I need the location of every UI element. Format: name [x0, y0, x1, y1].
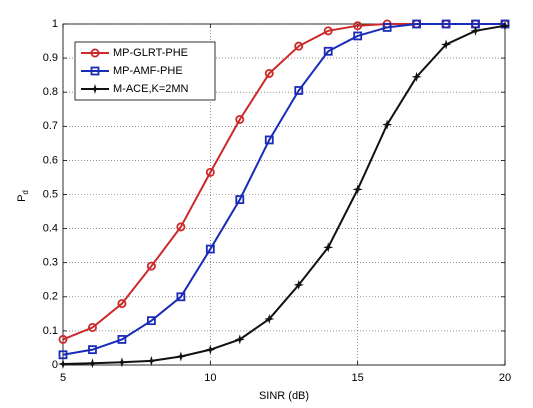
- marker: [176, 222, 186, 232]
- marker: [264, 313, 275, 325]
- legend: MP-GLRT-PHE MP-AMF-PHE M-ACE,K=2MN: [74, 41, 216, 101]
- marker: [294, 86, 304, 95]
- marker: [235, 195, 245, 205]
- y-tick-label: 0.9: [43, 52, 58, 64]
- marker: [57, 358, 69, 370]
- marker: [117, 299, 127, 309]
- marker: [411, 71, 422, 82]
- marker: [116, 357, 127, 368]
- legend-label: MP-AMF-PHE: [113, 65, 183, 77]
- marker: [146, 261, 156, 271]
- marker: [235, 114, 245, 124]
- y-tick-label: 0: [52, 359, 58, 371]
- marker: [323, 46, 333, 56]
- marker: [175, 351, 186, 362]
- y-tick-label: 1: [52, 18, 58, 30]
- marker: [441, 39, 452, 50]
- marker: [176, 292, 186, 302]
- y-tick-label: 0.8: [43, 86, 58, 98]
- marker: [205, 344, 216, 355]
- marker: [146, 355, 157, 366]
- marker: [205, 244, 215, 254]
- marker: [412, 19, 422, 29]
- x-tick-label: 15: [352, 372, 364, 384]
- y-tick-label: 0.3: [43, 257, 58, 269]
- marker: [234, 334, 245, 345]
- marker: [89, 83, 101, 95]
- marker: [382, 23, 392, 32]
- marker: [294, 41, 304, 51]
- marker: [90, 48, 100, 58]
- marker: [146, 316, 156, 326]
- marker: [323, 26, 333, 36]
- marker: [499, 20, 511, 31]
- marker: [117, 335, 127, 344]
- marker: [352, 184, 363, 195]
- marker: [87, 358, 98, 369]
- marker: [353, 31, 363, 41]
- y-tick-label: 0.5: [43, 188, 58, 200]
- y-label-main: P: [16, 195, 28, 202]
- legend-label: M-ACE,K=2MN: [113, 83, 189, 95]
- marker: [264, 135, 274, 145]
- y-tick-label: 0.1: [43, 325, 58, 337]
- marker: [90, 66, 100, 76]
- y-axis-label: Pd: [16, 190, 30, 202]
- marker: [323, 242, 334, 253]
- x-tick-label: 10: [204, 372, 216, 384]
- y-tick-label: 0.2: [43, 291, 58, 303]
- marker: [293, 279, 304, 290]
- x-axis-label: SINR (dB): [259, 390, 309, 402]
- series-line: [62, 24, 506, 365]
- marker: [441, 19, 451, 29]
- marker: [58, 334, 68, 344]
- marker: [205, 167, 215, 177]
- y-tick-label: 0.6: [43, 154, 58, 166]
- y-label-sub: d: [21, 190, 30, 194]
- legend-label: MP-GLRT-PHE: [113, 47, 188, 59]
- y-tick-label: 0.7: [43, 120, 58, 132]
- plot-frame: [62, 23, 506, 366]
- y-axis-label-group: Pd: [16, 190, 30, 202]
- y-tick-label: 0.4: [43, 223, 58, 235]
- marker: [470, 25, 481, 36]
- marker: [264, 68, 274, 78]
- marker: [353, 21, 363, 31]
- x-tick-label: 20: [499, 372, 511, 384]
- marker: [58, 350, 68, 360]
- x-tick-label: 5: [60, 372, 66, 384]
- marker: [382, 119, 393, 130]
- series-line: [62, 23, 505, 356]
- marker: [88, 345, 97, 355]
- marker: [87, 322, 97, 332]
